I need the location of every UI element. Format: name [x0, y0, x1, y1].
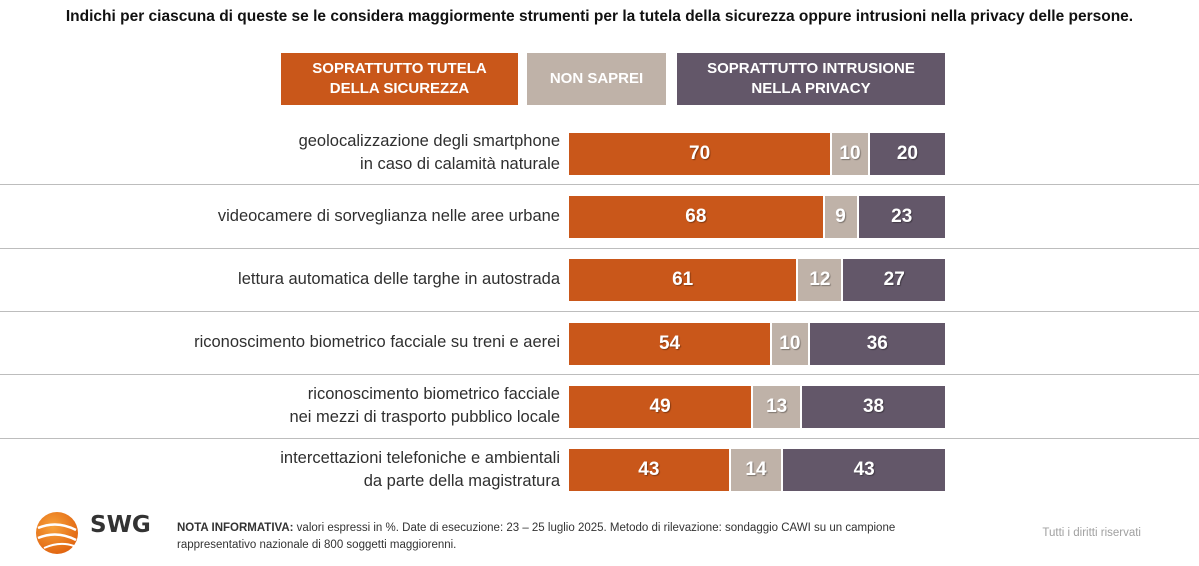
legend-tutela: SOPRATTUTTO TUTELA DELLA SICUREZZA [281, 53, 518, 105]
footer-note-text: valori espressi in %. Date di esecuzione… [177, 522, 896, 551]
logo-text: SWG [90, 512, 151, 538]
category-label: riconoscimento biometrico facciale su tr… [194, 333, 560, 352]
bar-segment-intrusione: 27 [843, 259, 945, 302]
category-label: lettura automatica delle targhe in autos… [238, 270, 560, 289]
bar-segment-intrusione: 36 [809, 322, 945, 365]
row-separator [0, 310, 1199, 312]
bar-segment-non-saprei: 13 [753, 385, 803, 428]
category-label: intercettazioni telefoniche e ambientali… [280, 448, 560, 490]
bar-segment-intrusione: 20 [869, 132, 945, 175]
legend-intrusione: SOPRATTUTTO INTRUSIONE NELLA PRIVACY [677, 53, 945, 105]
category-label: geolocalizzazione degli smartphone in ca… [298, 132, 560, 173]
rights-text: Tutti i diritti riservati [1042, 527, 1141, 539]
row-separator [0, 437, 1199, 439]
legend-non-saprei: NON SAPREI [527, 53, 666, 105]
row-separator [0, 184, 1199, 186]
bar-segment-intrusione: 38 [802, 385, 945, 428]
bar-segment-non-saprei: 10 [832, 132, 870, 175]
bar-segment-tutela: 68 [569, 195, 825, 238]
category-label: videocamere di sorveglianza nelle aree u… [217, 206, 560, 225]
bar-segment-non-saprei: 12 [798, 259, 844, 302]
bar-segment-intrusione: 43 [783, 449, 945, 492]
category-label: riconoscimento biometrico facciale nei m… [289, 385, 560, 427]
bar-segment-tutela: 61 [569, 259, 799, 302]
chart-title: Indichi per ciascuna di queste se le con… [65, 8, 1134, 25]
row-separator [0, 247, 1199, 249]
footer-note-label: NOTA INFORMATIVA: [177, 522, 294, 534]
bar-segment-tutela: 54 [569, 322, 773, 365]
bar-segment-non-saprei: 9 [824, 195, 859, 238]
bar-segment-intrusione: 23 [858, 195, 945, 238]
bar-segment-tutela: 43 [569, 449, 731, 492]
swg-logo-icon [36, 512, 78, 554]
row-separator [0, 374, 1199, 376]
bar-segment-tutela: 49 [569, 385, 754, 428]
bar-segment-tutela: 70 [569, 132, 833, 175]
bar-segment-non-saprei: 14 [730, 449, 784, 492]
footer-note: NOTA INFORMATIVA: valori espressi in %. … [177, 520, 957, 554]
bar-segment-non-saprei: 10 [772, 322, 810, 365]
